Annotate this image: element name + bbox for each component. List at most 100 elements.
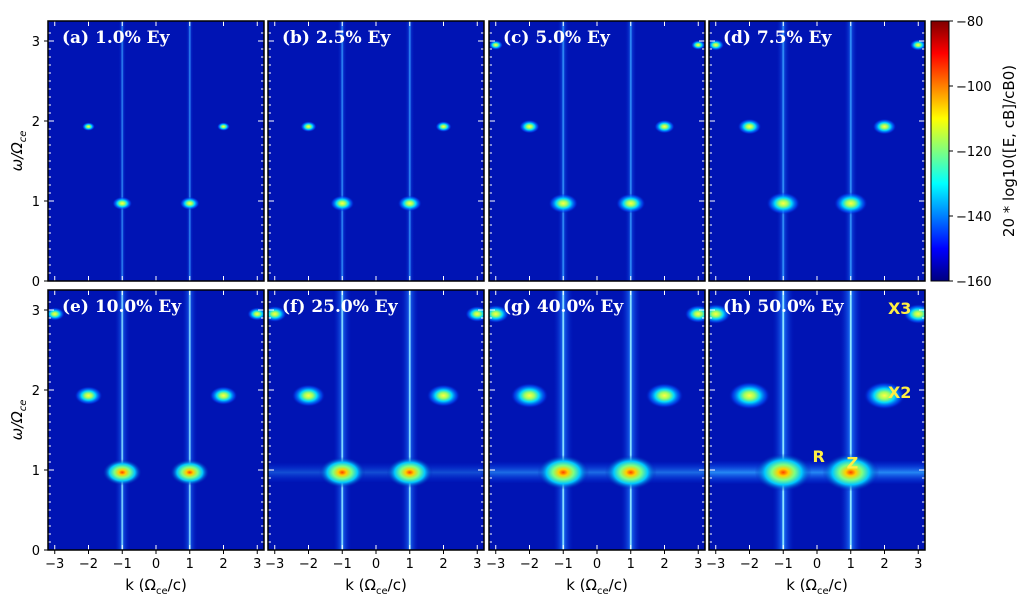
x-tick-label: 2 [439, 557, 447, 572]
y-axis-labels: 0 1 2 3 ω/Ωce 0 1 2 3 ω/Ωce [8, 35, 48, 559]
x-tick-label: 0 [593, 557, 601, 572]
colorbar-tick-label: −140 [956, 210, 992, 225]
x-tick-label: 1 [847, 557, 855, 572]
harmonic-spot [548, 193, 579, 214]
x-axis-title: k (Ωce/c) [345, 576, 407, 597]
x-tick-label: 0 [372, 557, 380, 572]
panel-5: (e) 10.0% Ey [47, 289, 265, 551]
harmonic-spot [654, 119, 675, 134]
x-tick-label: −2 [299, 557, 318, 572]
panel-background [268, 290, 484, 550]
colorbar-tick-label: −80 [956, 15, 983, 30]
harmonic-spot [537, 455, 590, 490]
x-tick-label: 1 [406, 557, 414, 572]
x-tick-label: −3 [706, 557, 725, 572]
mode-line-core [188, 290, 191, 550]
panel-background [489, 21, 705, 281]
y-tick-label: 0 [32, 544, 40, 559]
x-tick-label: −2 [79, 557, 98, 572]
panel-background [268, 21, 484, 281]
harmonic-spot [604, 455, 657, 490]
panel-8: (h) 50.0% Ey X3 X2 R Z [708, 289, 926, 551]
x-axis-title: k (Ωce/c) [566, 576, 628, 597]
harmonic-spot [863, 381, 906, 410]
y-axis-title: ω/Ωce [8, 400, 29, 441]
mode-line-core [121, 21, 124, 281]
harmonic-spot [519, 119, 540, 134]
mode-line-core [408, 21, 411, 281]
x-tick-label: 3 [694, 557, 702, 572]
x-tick-label: −3 [265, 557, 284, 572]
harmonic-spot [102, 459, 142, 486]
mode-line-core [341, 21, 344, 281]
mode-line-core [341, 290, 344, 550]
harmonic-spot [766, 192, 801, 215]
x-tick-label: 2 [880, 557, 888, 572]
x-axis-title: k (Ωce/c) [125, 576, 187, 597]
harmonic-spot [709, 39, 725, 51]
x-tick-label: −1 [774, 557, 793, 572]
annotation-label: R [813, 447, 825, 466]
panel-title: (d) 7.5% Ey [723, 28, 832, 48]
mode-line-core [629, 290, 632, 550]
x-tick-label: 0 [152, 557, 160, 572]
y-tick-label: 1 [32, 464, 40, 479]
colorbar-tick-label: −160 [956, 275, 992, 290]
harmonic-spot [48, 307, 65, 321]
panel-background [48, 290, 264, 550]
x-tick-label: −3 [486, 557, 505, 572]
harmonic-spot [691, 40, 705, 50]
colorbar-bar [930, 20, 950, 282]
y-axis-title: ω/Ωce [8, 131, 29, 172]
mode-line-core [629, 21, 632, 281]
x-tick-label: −2 [740, 557, 759, 572]
resonance-band [268, 462, 484, 483]
resonance-band [489, 461, 705, 484]
harmonic-spot [247, 307, 264, 321]
panel-6: (f) 25.0% Ey [267, 289, 485, 551]
harmonic-spot [330, 195, 355, 212]
annotation-label: X3 [888, 299, 911, 318]
x-tick-label: −1 [333, 557, 352, 572]
panel-background [48, 21, 264, 281]
harmonic-spot [82, 122, 95, 131]
harmonic-spot [754, 453, 812, 492]
panel-title: (b) 2.5% Ey [282, 28, 391, 48]
harmonic-spot [489, 304, 510, 324]
y-tick-label: 2 [32, 384, 40, 399]
colorbar-label: 20 * log10([E, cB]/cB0) [1000, 65, 1018, 237]
harmonic-spot [684, 304, 705, 324]
x-tick-label: 1 [186, 557, 194, 572]
mode-line-core [121, 290, 124, 550]
panel-2: (b) 2.5% Ey [267, 20, 485, 282]
y-tick-label: 1 [32, 195, 40, 210]
harmonic-spot [615, 193, 646, 214]
panel-frame [708, 20, 926, 282]
panel-background [709, 21, 925, 281]
x-axis-labels: −3 −2 −1 0 1 2 3 k (Ωce/c) −3 −2 −1 0 1 2 3 k (Ωce/c) −3… [45, 550, 922, 597]
panel-title: (c) 5.0% Ey [503, 28, 611, 48]
y-tick-label: 3 [32, 35, 40, 50]
panel-background [489, 290, 705, 550]
harmonic-spot [737, 118, 762, 135]
panel-title: (e) 10.0% Ey [62, 297, 182, 317]
harmonic-spot [872, 118, 897, 135]
harmonic-spot [426, 384, 461, 407]
harmonic-spot [397, 195, 422, 212]
y-tick-label: 2 [32, 115, 40, 130]
mode-line-core [849, 21, 852, 281]
annotation-label: Z [847, 453, 859, 472]
panel-frame [488, 20, 706, 282]
harmonic-spot [319, 456, 366, 488]
harmonic-spot [709, 304, 731, 324]
panel-title: (a) 1.0% Ey [62, 28, 171, 48]
annotation-label: X2 [888, 383, 911, 402]
panel-frame [47, 20, 265, 282]
harmonic-spot [903, 304, 925, 324]
harmonic-spot [435, 121, 452, 133]
mode-line-core [782, 21, 785, 281]
harmonic-spot [74, 386, 103, 405]
mode-line-core [849, 290, 852, 550]
colorbar: −160 −140 −120 −100 −80 20 * log10([E, cB]/cB… [930, 15, 1018, 290]
